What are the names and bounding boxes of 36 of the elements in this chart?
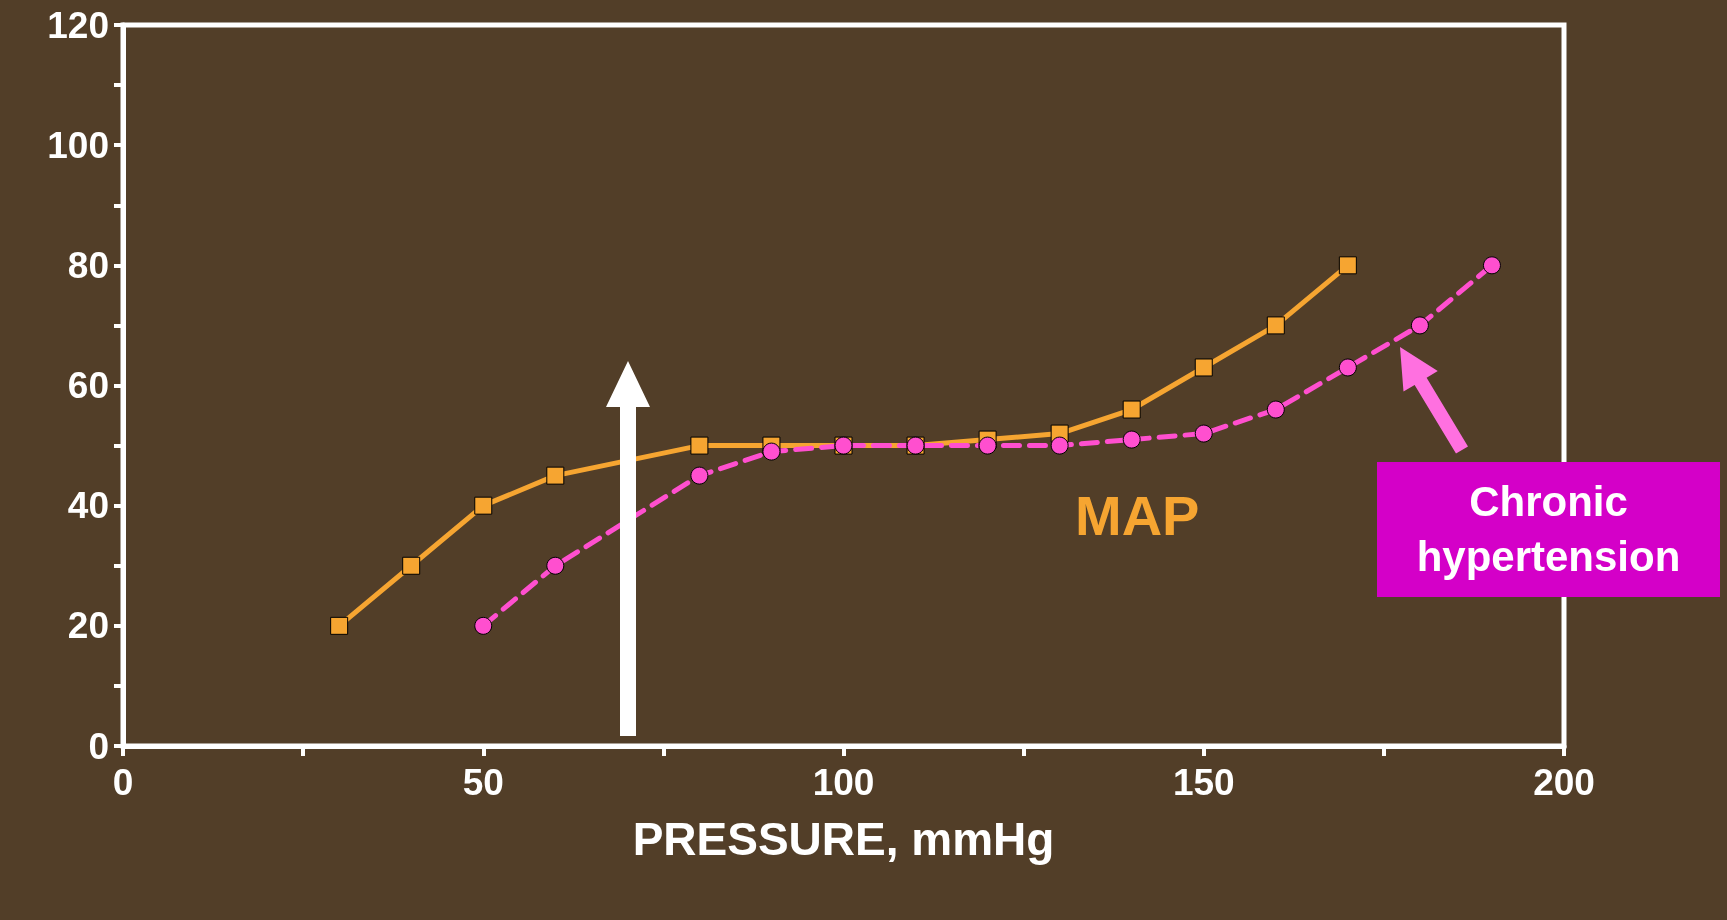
point [1410,316,1429,335]
x-tick-label: 0 [112,762,134,803]
y-tick-label: 40 [67,485,109,527]
x-tick-label: 200 [1533,762,1595,803]
point [1338,358,1357,377]
y-tick-label: 0 [88,725,109,767]
text: Chronic hypertension [1377,462,1720,597]
point [546,556,565,575]
point [1338,256,1357,275]
point [474,496,493,515]
point [1266,316,1285,335]
x-axis-title: PRESSURE, mmHg [632,813,1055,865]
point [474,616,493,635]
x-tick-label: 50 [462,762,504,803]
point [1194,358,1213,377]
y-tick-label: 60 [67,365,109,406]
point [402,556,421,575]
point [1266,400,1285,419]
point [1482,256,1501,275]
y-tick-label: 120 [47,4,109,46]
point [690,436,709,455]
series-label: MAP [1075,483,1200,548]
point [762,442,781,461]
point [978,436,997,455]
point [690,466,709,485]
x-tick-label: 100 [812,762,875,803]
y-tick-label: 100 [47,124,109,166]
point [1050,436,1069,455]
x-tick-label: 150 [1172,762,1235,803]
point [546,466,565,485]
point [1194,424,1213,443]
y-tick-label: 80 [67,244,109,286]
y-tick-label: 20 [67,605,109,647]
point [330,616,349,635]
point [1122,430,1141,449]
point [1122,400,1141,419]
